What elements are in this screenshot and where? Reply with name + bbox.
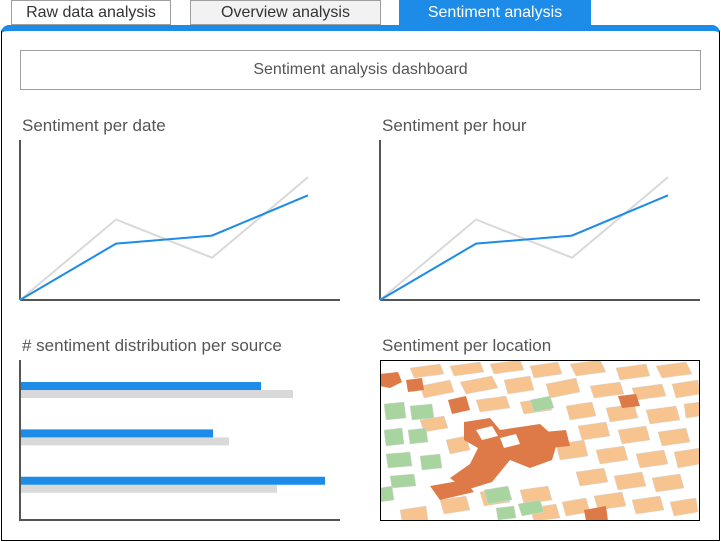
map-title-sentiment-per-location: Sentiment per location	[382, 336, 552, 355]
tab-sentiment-analysis[interactable]: Sentiment analysis	[399, 0, 591, 25]
city-map-image	[380, 360, 700, 521]
bar-series-2-3	[21, 484, 277, 493]
chart-title-sentiment-per-hour: Sentiment per hour	[382, 116, 527, 135]
line-chart-sentiment-per-date	[19, 140, 340, 301]
line-chart-sentiment-per-hour	[379, 140, 700, 301]
series-line-2	[379, 176, 669, 301]
chart-title-distribution-per-source: # sentiment distribution per source	[22, 336, 282, 355]
tab-overview-analysis[interactable]: Overview analysis	[190, 0, 381, 25]
tab-raw-data-analysis[interactable]: Raw data analysis	[11, 0, 171, 25]
chart-title-sentiment-per-date: Sentiment per date	[22, 116, 166, 135]
bar-series-1-1	[21, 382, 261, 391]
series-line-1	[379, 194, 669, 301]
bar-series-2-2	[21, 437, 229, 446]
dashboard-title: Sentiment analysis dashboard	[20, 50, 701, 90]
bar-series-2-1	[21, 390, 293, 399]
bar-chart-distribution-per-source	[19, 360, 340, 521]
series-line-2	[19, 176, 309, 301]
bar-series-1-2	[21, 429, 213, 438]
series-line-1	[19, 194, 309, 301]
bar-series-1-3	[21, 476, 325, 485]
